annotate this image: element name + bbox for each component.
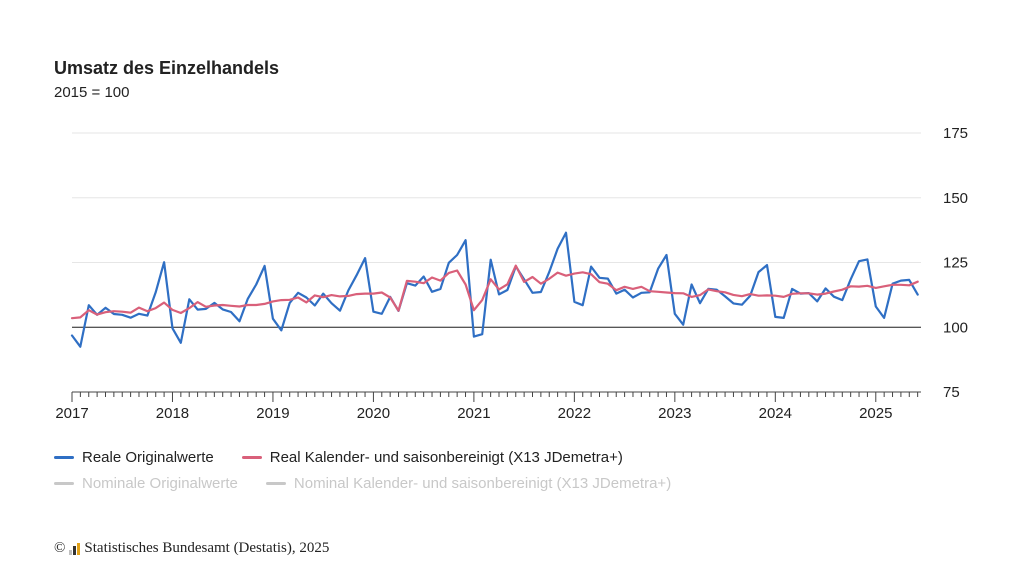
legend-item-nominale-originalwerte[interactable]: Nominale Originalwerte xyxy=(54,475,238,492)
chart-legend: Reale Originalwerte Real Kalender- und s… xyxy=(54,444,954,496)
legend-label: Nominal Kalender- und saisonbereinigt (X… xyxy=(293,474,672,492)
legend-swatch xyxy=(54,481,74,485)
chart-subtitle: 2015 = 100 xyxy=(54,84,130,101)
legend-item-reale-originalwerte[interactable]: Reale Originalwerte xyxy=(54,449,214,466)
x-tick-label: 2021 xyxy=(457,405,490,422)
series-line-real-saisonbereinigt xyxy=(70,264,919,320)
series-line-reale-originalwerte xyxy=(70,231,919,348)
legend-label: Nominale Originalwerte xyxy=(82,474,238,492)
legend-swatch xyxy=(54,455,74,459)
source-footer: © Statistisches Bundesamt (Destatis), 20… xyxy=(54,540,329,557)
legend-item-nominal-saisonbereinigt[interactable]: Nominal Kalender- und saisonbereinigt (X… xyxy=(265,474,672,492)
legend-swatch xyxy=(241,455,262,459)
x-tick-label: 2023 xyxy=(658,405,691,422)
x-tick-label: 2025 xyxy=(859,405,892,422)
legend-label: Reale Originalwerte xyxy=(82,448,214,466)
legend-swatch xyxy=(265,481,286,485)
y-tick-label: 125 xyxy=(943,255,968,272)
x-tick-label: 2022 xyxy=(558,405,591,422)
y-tick-label: 100 xyxy=(943,319,968,336)
source-text: Statistisches Bundesamt (Destatis), 2025 xyxy=(84,540,330,556)
x-tick-label: 2020 xyxy=(357,405,390,422)
copyright-symbol: © xyxy=(54,540,66,556)
y-tick-label: 75 xyxy=(943,384,960,401)
destatis-logo-icon xyxy=(69,542,81,555)
y-tick-label: 175 xyxy=(943,125,968,142)
y-tick-label: 150 xyxy=(943,190,968,207)
x-tick-label: 2018 xyxy=(156,405,189,422)
chart-title: Umsatz des Einzelhandels xyxy=(54,58,280,78)
legend-label: Real Kalender- und saisonbereinigt (X13 … xyxy=(269,448,623,466)
x-tick-label: 2024 xyxy=(759,405,792,422)
x-tick-label: 2019 xyxy=(256,405,289,422)
legend-item-real-saisonbereinigt[interactable]: Real Kalender- und saisonbereinigt (X13 … xyxy=(241,448,623,466)
x-tick-label: 2017 xyxy=(55,405,88,422)
